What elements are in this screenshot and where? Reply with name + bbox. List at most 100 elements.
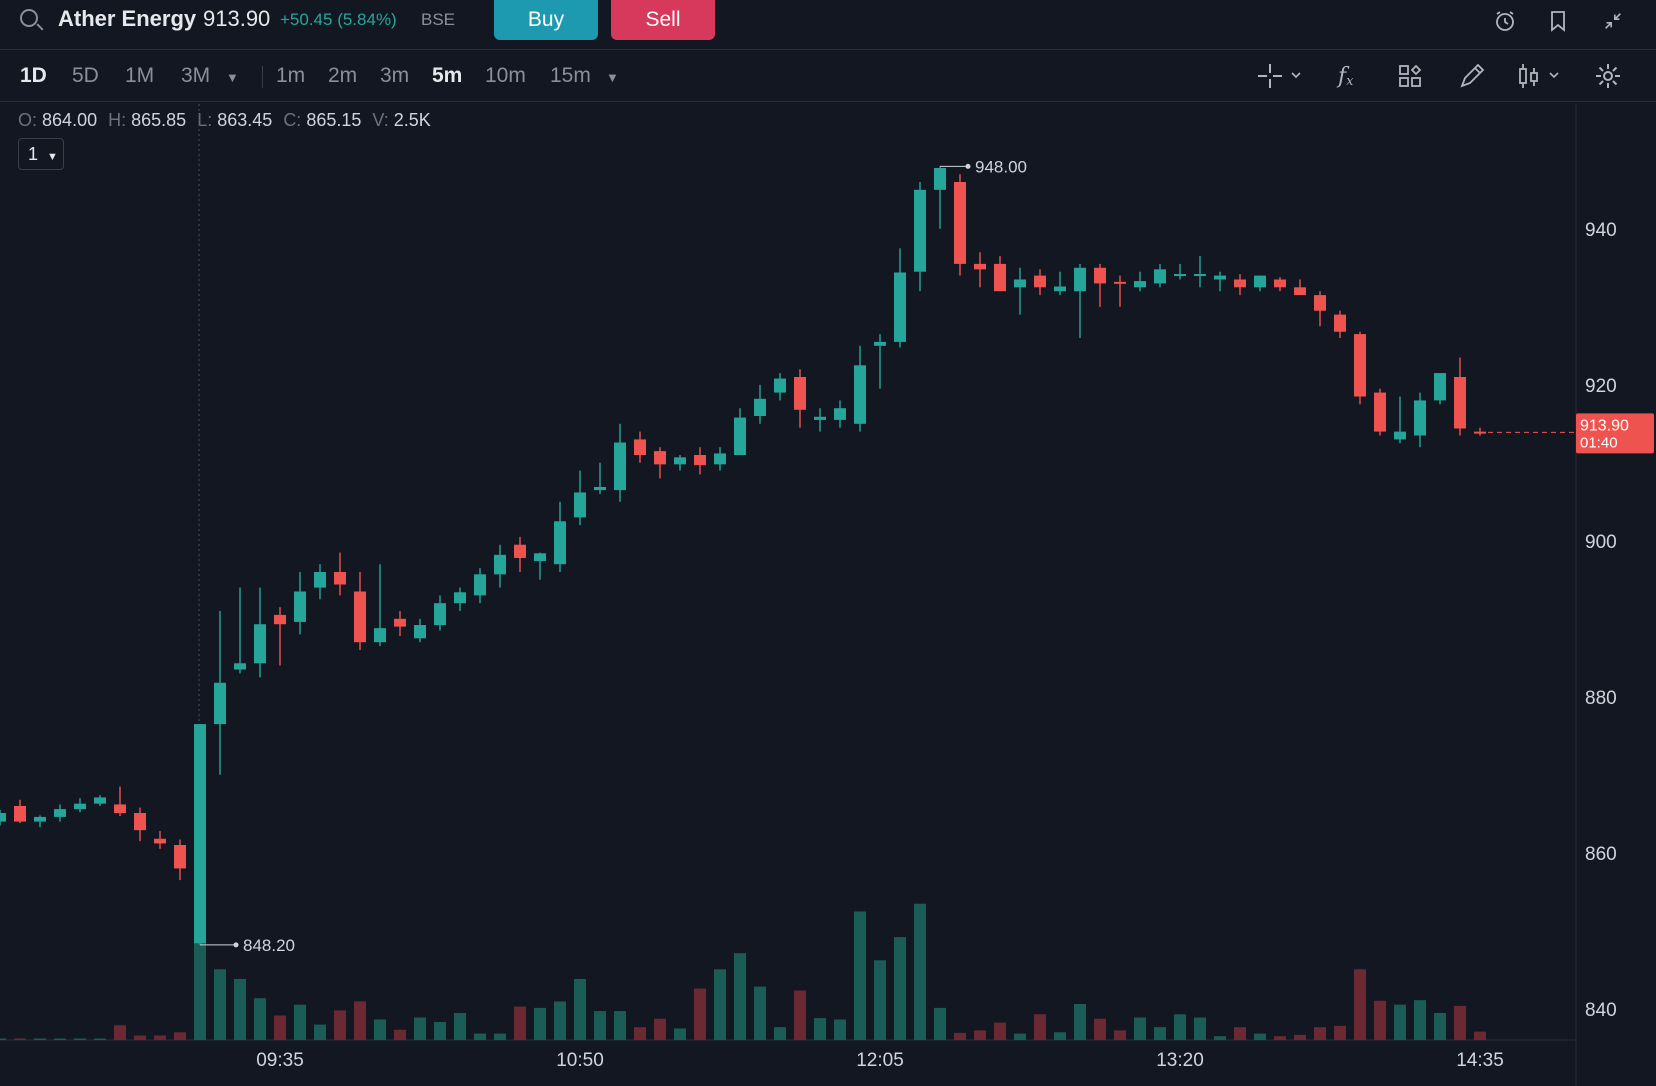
volume-bar — [1354, 969, 1366, 1040]
candle-body — [694, 455, 706, 466]
buy-button[interactable]: Buy — [494, 0, 598, 40]
volume-value: 2.5K — [393, 110, 431, 130]
candle-body — [434, 603, 446, 626]
volume-bar — [714, 969, 726, 1040]
volume-bar — [134, 1035, 146, 1040]
interval-3m[interactable]: 3m — [380, 64, 410, 87]
candle-type-icon[interactable] — [1516, 62, 1562, 90]
candle-body — [34, 816, 46, 822]
sell-button[interactable]: Sell — [611, 0, 715, 40]
volume-bar — [1134, 1017, 1146, 1040]
bookmark-icon[interactable] — [1545, 8, 1571, 34]
volume-bar — [674, 1028, 686, 1040]
interval-1m[interactable]: 1m — [276, 64, 306, 87]
volume-bar — [234, 978, 246, 1040]
high-marker-dot — [965, 163, 971, 169]
open-value: 864.00 — [42, 110, 98, 130]
stock-name[interactable]: Ather Energy — [58, 6, 197, 31]
candle-body — [214, 682, 226, 725]
price-axis-tick: 940 — [1585, 220, 1617, 241]
range-3m[interactable]: 3M — [181, 64, 211, 87]
volume-bar — [1414, 1000, 1426, 1040]
volume-bar — [774, 1027, 786, 1040]
candle-body — [954, 182, 966, 264]
collapse-icon[interactable] — [1600, 8, 1626, 34]
candle-body — [874, 341, 886, 346]
volume-bar — [214, 969, 226, 1040]
volume-bar — [614, 1011, 626, 1040]
price-axis-tick: 900 — [1585, 532, 1617, 553]
volume-bar — [1254, 1033, 1266, 1040]
range-1d[interactable]: 1D — [20, 64, 47, 87]
candle-body — [814, 416, 826, 420]
volume-bar — [194, 770, 206, 1040]
volume-bar — [274, 1015, 286, 1040]
candle-body — [594, 486, 606, 491]
candle-body — [1074, 267, 1086, 292]
candle-body — [414, 625, 426, 639]
volume-bar — [1474, 1031, 1486, 1040]
time-axis-tick: 12:05 — [856, 1050, 904, 1071]
candle-body — [754, 398, 766, 416]
candle-body — [1374, 392, 1386, 432]
volume-bar — [374, 1019, 386, 1040]
last-price-badge — [1576, 413, 1654, 454]
candle-body — [374, 628, 386, 643]
candle-body — [54, 809, 66, 817]
candle-body — [1414, 400, 1426, 436]
candle-body — [334, 572, 346, 585]
layout-grid-icon[interactable] — [1397, 62, 1423, 90]
search-icon[interactable] — [20, 9, 38, 27]
candle-body — [274, 614, 286, 625]
candle-body — [634, 439, 646, 455]
volume-bar — [1194, 1017, 1206, 1040]
candle-body — [494, 554, 506, 575]
crosshair-icon[interactable] — [1256, 62, 1302, 90]
time-axis-tick: 10:50 — [556, 1050, 604, 1071]
candle-body — [1354, 334, 1366, 397]
alarm-clock-icon[interactable] — [1492, 8, 1518, 34]
volume-bar — [1034, 1014, 1046, 1040]
interval-dropdown-icon[interactable]: ▼ — [606, 70, 619, 85]
price-axis-tick: 860 — [1585, 844, 1617, 865]
volume-bar — [1054, 1032, 1066, 1040]
candle-body — [574, 492, 586, 518]
candle-body — [1214, 275, 1226, 280]
volume-bar — [874, 960, 886, 1040]
candle-body — [1234, 279, 1246, 288]
toolbar-divider — [262, 66, 263, 88]
draw-pencil-icon[interactable] — [1458, 62, 1486, 90]
candle-body — [114, 804, 126, 814]
candle-body — [934, 167, 946, 190]
interval-15m[interactable]: 15m — [550, 64, 591, 87]
volume-bar — [1374, 1000, 1386, 1040]
candle-body — [654, 451, 666, 465]
price-axis-tick: 840 — [1585, 1000, 1617, 1021]
interval-5m[interactable]: 5m — [432, 64, 463, 87]
time-axis-tick: 09:35 — [256, 1050, 304, 1071]
volume-bar — [1174, 1014, 1186, 1040]
settings-gear-icon[interactable] — [1594, 62, 1622, 90]
volume-bar — [974, 1030, 986, 1040]
volume-bar — [594, 1011, 606, 1040]
time-axis-tick: 14:35 — [1456, 1050, 1504, 1071]
volume-bar — [94, 1038, 106, 1040]
interval-2m[interactable]: 2m — [328, 64, 358, 87]
interval-10m[interactable]: 10m — [485, 64, 526, 87]
range-5d[interactable]: 5D — [72, 64, 99, 87]
range-1m[interactable]: 1M — [125, 64, 155, 87]
price-axis-tick: 920 — [1585, 376, 1617, 397]
candle-body — [794, 377, 806, 410]
range-dropdown-icon[interactable]: ▼ — [226, 70, 239, 85]
interval-select[interactable]: 1 ▼ — [18, 138, 64, 170]
volume-bar — [294, 1004, 306, 1040]
volume-bar — [534, 1007, 546, 1040]
volume-bar — [834, 1019, 846, 1040]
candle-body — [234, 663, 246, 670]
candle-body — [194, 724, 206, 944]
volume-bar — [1114, 1030, 1126, 1040]
candle-body — [1294, 287, 1306, 296]
